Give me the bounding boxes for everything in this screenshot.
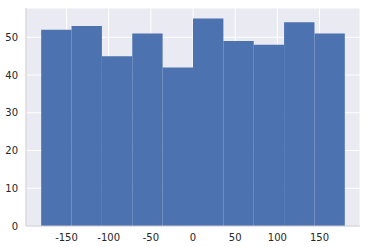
svg-text:40: 40 [8,70,18,81]
svg-text:-150: -150 [55,232,78,243]
svg-text:50: 50 [8,32,18,43]
svg-text:-100: -100 [97,232,120,243]
svg-text:50: 50 [229,232,242,243]
svg-text:30: 30 [8,107,18,118]
svg-text:20: 20 [8,145,18,156]
svg-text:10: 10 [8,183,18,194]
svg-text:0: 0 [12,221,18,232]
svg-text:-50: -50 [143,232,159,243]
svg-text:100: 100 [268,232,287,243]
svg-text:150: 150 [310,232,329,243]
svg-text:0: 0 [190,232,196,243]
